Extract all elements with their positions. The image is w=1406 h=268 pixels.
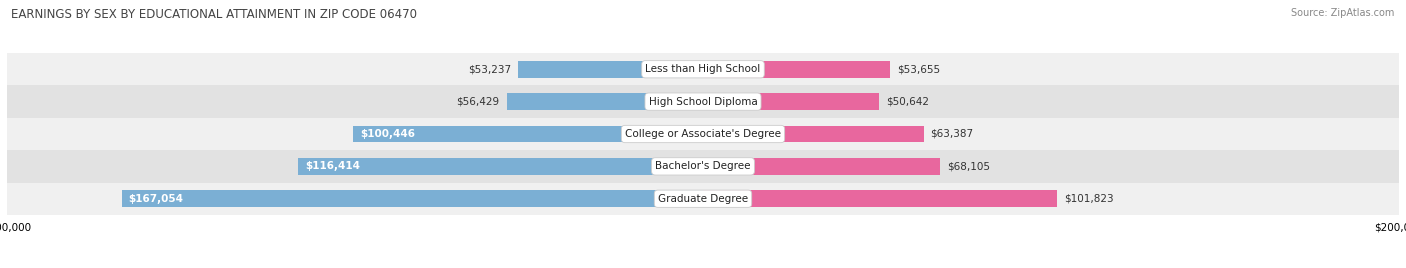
Text: $100,446: $100,446 (360, 129, 415, 139)
Text: High School Diploma: High School Diploma (648, 97, 758, 107)
Bar (7, 150, 1399, 183)
Bar (7, 183, 1399, 215)
Text: $68,105: $68,105 (948, 161, 990, 171)
Text: $116,414: $116,414 (305, 161, 360, 171)
Text: Bachelor's Degree: Bachelor's Degree (655, 161, 751, 171)
Bar (517, 61, 703, 78)
Bar (7, 118, 1399, 150)
Text: $50,642: $50,642 (886, 97, 929, 107)
Bar (703, 158, 941, 175)
Text: Less than High School: Less than High School (645, 64, 761, 74)
Bar (298, 158, 703, 175)
Bar (353, 126, 703, 142)
Text: Source: ZipAtlas.com: Source: ZipAtlas.com (1291, 8, 1395, 18)
Bar (506, 93, 703, 110)
Bar (122, 190, 703, 207)
Text: $63,387: $63,387 (931, 129, 974, 139)
Text: $56,429: $56,429 (457, 97, 499, 107)
Text: College or Associate's Degree: College or Associate's Degree (626, 129, 780, 139)
Bar (703, 61, 890, 78)
Text: $53,237: $53,237 (468, 64, 510, 74)
Text: $53,655: $53,655 (897, 64, 939, 74)
Text: EARNINGS BY SEX BY EDUCATIONAL ATTAINMENT IN ZIP CODE 06470: EARNINGS BY SEX BY EDUCATIONAL ATTAINMEN… (11, 8, 418, 21)
Bar (703, 126, 924, 142)
Bar (703, 93, 879, 110)
Bar (703, 190, 1057, 207)
Text: Graduate Degree: Graduate Degree (658, 194, 748, 204)
Text: $101,823: $101,823 (1064, 194, 1114, 204)
Bar (7, 53, 1399, 85)
Bar (7, 85, 1399, 118)
Text: $167,054: $167,054 (128, 194, 184, 204)
